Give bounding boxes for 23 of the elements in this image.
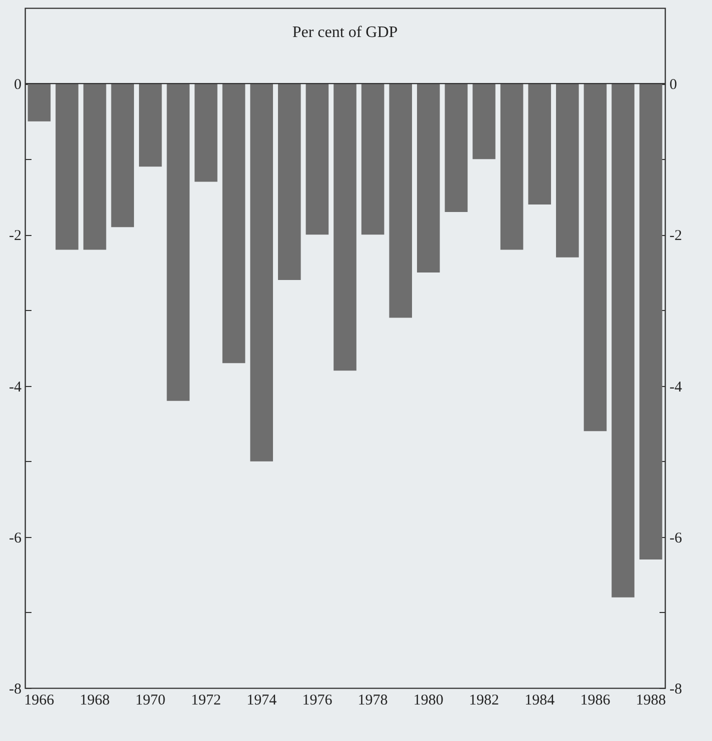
x-tick-label: 1978 (358, 692, 388, 708)
y2-tick-label: -8 (670, 682, 682, 698)
y2-tick-label: 0 (670, 77, 677, 94)
x-tick-label: 1986 (580, 692, 611, 708)
x-tick-label: 1976 (302, 692, 333, 708)
y-tick-label: -6 (9, 530, 22, 546)
x-tick-label: 1970 (135, 692, 166, 708)
y2-tick-label: -2 (670, 228, 682, 244)
x-tick-label: 1984 (524, 692, 556, 708)
y-tick-label: -4 (9, 379, 22, 396)
text: Per cent of GDP (292, 24, 398, 41)
y2-tick-label: -4 (670, 379, 682, 396)
x-tick-label: 1982 (469, 692, 500, 708)
y2-tick-label: -6 (670, 530, 682, 546)
y-tick-label: -8 (9, 682, 22, 698)
x-tick-label: 1972 (190, 692, 221, 708)
y-tick-label: -2 (9, 228, 22, 244)
x-tick-label: 1968 (80, 692, 110, 708)
x-tick-label: 1988 (636, 692, 666, 708)
x-tick-label: 1974 (246, 692, 278, 708)
x-tick-label: 1980 (413, 692, 444, 708)
x-tick-label: 1966 (24, 692, 55, 708)
y-tick-label: 0 (14, 77, 22, 94)
